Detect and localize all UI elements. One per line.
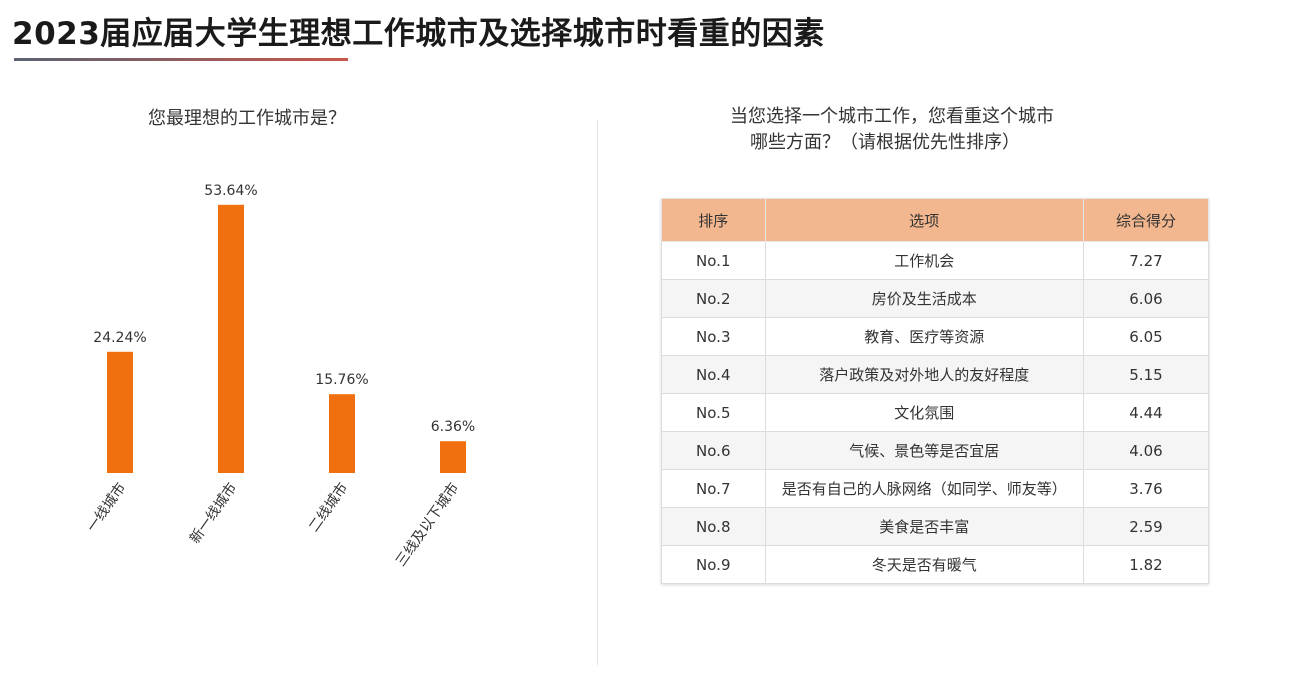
bar-chart-title: 您最理想的工作城市是？ [148, 108, 346, 129]
row-score: 1.82 [1082, 545, 1210, 584]
title-underline [14, 58, 348, 61]
row-option: 工作机会 [764, 241, 1084, 280]
table-row: No.4 落户政策及对外地人的友好程度 5.15 [661, 355, 1210, 394]
row-score: 6.05 [1082, 317, 1210, 356]
bar-chart: 24.24% 一线城市 53.64% 新一线城市 15.76% 二线城市 6.36% 三线及以… [83, 183, 475, 570]
page-title: 2023届应届大学生理想工作城市及选择城市时看重的因素 [12, 16, 825, 52]
bar [107, 351, 133, 473]
row-score: 5.15 [1082, 355, 1210, 394]
row-rank: No.5 [661, 393, 766, 432]
table-row: No.3 教育、医疗等资源 6.05 [661, 317, 1210, 356]
category-label: 二线城市 [305, 480, 351, 536]
table-row: No.7 是否有自己的人脉网络（如同学、师友等） 3.76 [661, 469, 1210, 508]
table-title-line-1: 当您选择一个城市工作，您看重这个城市 [730, 106, 1054, 127]
row-score: 4.06 [1082, 431, 1210, 470]
table-row: No.2 房价及生活成本 6.06 [661, 279, 1210, 318]
table-title-line-2: 哪些方面？（请根据优先性排序） [750, 132, 1020, 153]
header-option: 选项 [764, 198, 1084, 242]
table-row: No.9 冬天是否有暖气 1.82 [661, 545, 1210, 584]
row-rank: No.7 [661, 469, 766, 508]
category-label: 新一线城市 [186, 480, 240, 547]
table-title: 当您选择一个城市工作，您看重这个城市 哪些方面？（请根据优先性排序） [730, 104, 1150, 156]
row-rank: No.1 [661, 241, 766, 280]
header-rank: 排序 [661, 198, 766, 242]
bar-value-label: 6.36% [431, 419, 475, 435]
table-row: No.1 工作机会 7.27 [661, 241, 1210, 280]
table-row: No.8 美食是否丰富 2.59 [661, 507, 1210, 546]
row-option: 冬天是否有暖气 [764, 545, 1084, 584]
row-rank: No.8 [661, 507, 766, 546]
table-header-row: 排序 选项 综合得分 [661, 198, 1210, 242]
row-option: 是否有自己的人脉网络（如同学、师友等） [764, 469, 1084, 508]
row-score: 3.76 [1082, 469, 1210, 508]
row-option: 房价及生活成本 [764, 279, 1084, 318]
row-option: 文化氛围 [764, 393, 1084, 432]
row-option: 气候、景色等是否宜居 [764, 431, 1084, 470]
row-rank: No.2 [661, 279, 766, 318]
row-score: 6.06 [1082, 279, 1210, 318]
row-option: 教育、医疗等资源 [764, 317, 1084, 356]
ranking-table: 排序 选项 综合得分 No.1 工作机会 7.27 No.2 房价及生活成本 6.06 No… [661, 198, 1210, 584]
row-rank: No.9 [661, 545, 766, 584]
bar-value-label: 53.64% [204, 183, 257, 199]
row-option: 美食是否丰富 [764, 507, 1084, 546]
row-rank: No.4 [661, 355, 766, 394]
table-row: No.6 气候、景色等是否宜居 4.06 [661, 431, 1210, 470]
table-row: No.5 文化氛围 4.44 [661, 393, 1210, 432]
category-label: 一线城市 [83, 480, 129, 536]
panel-divider [597, 120, 598, 665]
category-label: 三线及以下城市 [392, 480, 462, 570]
bar-value-label: 15.76% [315, 372, 368, 388]
row-score: 4.44 [1082, 393, 1210, 432]
bar-value-label: 24.24% [93, 330, 146, 346]
row-score: 7.27 [1082, 241, 1210, 280]
row-rank: No.3 [661, 317, 766, 356]
bar [329, 394, 355, 473]
header-score: 综合得分 [1082, 198, 1210, 242]
row-score: 2.59 [1082, 507, 1210, 546]
bar [218, 204, 244, 474]
bar [440, 441, 466, 473]
row-option: 落户政策及对外地人的友好程度 [764, 355, 1084, 394]
row-rank: No.6 [661, 431, 766, 470]
